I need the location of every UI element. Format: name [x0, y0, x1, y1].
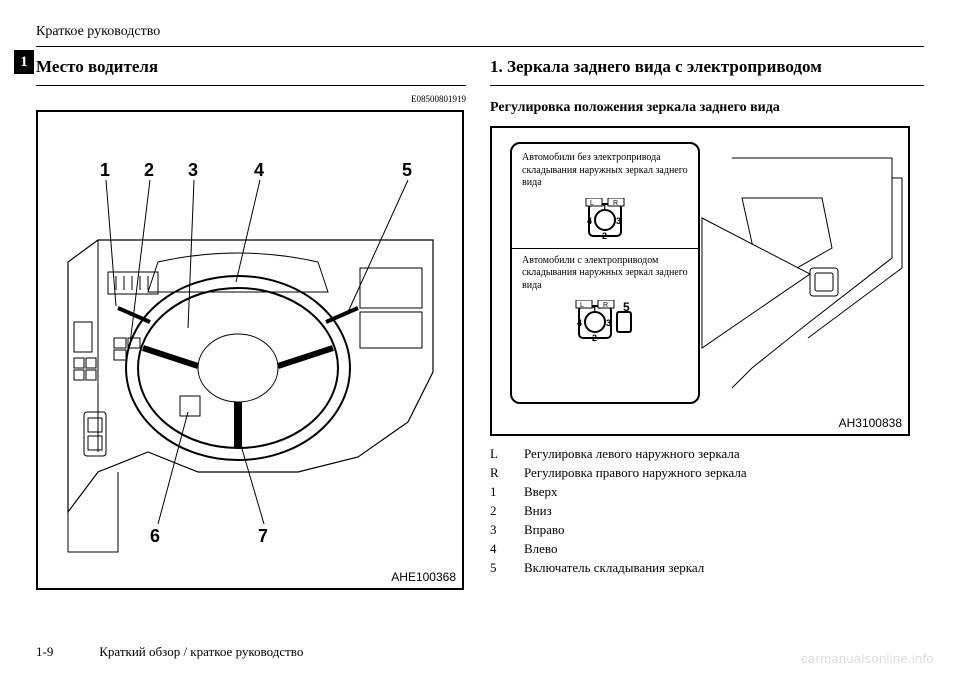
- content-columns: Место водителя E08500801919 1 2 3 4 5 6 …: [36, 57, 924, 590]
- legend-row: RРегулировка правого наружного зеркала: [490, 465, 924, 481]
- legend-val: Вправо: [524, 522, 564, 538]
- right-figure-code: AH3100838: [839, 416, 902, 430]
- knob1-down: 2: [602, 231, 607, 241]
- legend: LРегулировка левого наружного зеркала RР…: [490, 446, 924, 576]
- legend-row: 1Вверх: [490, 484, 924, 500]
- legend-key: 5: [490, 560, 524, 576]
- legend-val: Включатель складывания зеркал: [524, 560, 704, 576]
- right-column: 1. Зеркала заднего вида с электроприводо…: [490, 57, 924, 590]
- left-doc-code: E08500801919: [36, 94, 466, 104]
- legend-val: Влево: [524, 541, 557, 557]
- legend-key: 4: [490, 541, 524, 557]
- legend-row: 4Влево: [490, 541, 924, 557]
- mirror-control-figure: Автомобили без электропривода складывани…: [490, 126, 910, 436]
- svg-text:L: L: [590, 200, 594, 207]
- legend-row: 5Включатель складывания зеркал: [490, 560, 924, 576]
- footer: 1-9 Краткий обзор / краткое руководство: [36, 644, 303, 660]
- overlay-panel: Автомобили без электропривода складывани…: [510, 142, 700, 404]
- left-figure-code: AHE100368: [391, 570, 456, 584]
- chapter-tab: 1: [14, 50, 34, 74]
- overlay-text-1: Автомобили без электропривода складывани…: [522, 152, 688, 190]
- watermark: carmanualsonline.info: [801, 651, 934, 666]
- svg-text:2: 2: [592, 333, 597, 343]
- legend-key: 2: [490, 503, 524, 519]
- legend-val: Регулировка правого наружного зеркала: [524, 465, 747, 481]
- svg-text:4: 4: [577, 318, 582, 328]
- legend-val: Вверх: [524, 484, 558, 500]
- left-title: Место водителя: [36, 57, 466, 77]
- switch-knob-2: L R 1 2 3 4 5: [573, 300, 637, 344]
- knob1-up: 1: [602, 203, 607, 213]
- legend-key: R: [490, 465, 524, 481]
- right-heading-block: 1. Зеркала заднего вида с электроприводо…: [490, 57, 924, 86]
- page-number: 1-9: [36, 644, 96, 660]
- svg-text:R: R: [613, 200, 618, 207]
- legend-row: 3Вправо: [490, 522, 924, 538]
- svg-text:1: 1: [592, 305, 597, 315]
- legend-row: 2Вниз: [490, 503, 924, 519]
- running-header: Краткое руководство: [36, 24, 924, 47]
- driver-seat-figure: 1 2 3 4 5 6 7: [36, 110, 464, 590]
- legend-key: 3: [490, 522, 524, 538]
- svg-text:5: 5: [623, 300, 630, 314]
- right-title: 1. Зеркала заднего вида с электроприводо…: [490, 57, 924, 77]
- footer-text: Краткий обзор / краткое руководство: [99, 644, 303, 659]
- knob1-left: 4: [587, 216, 592, 226]
- svg-text:3: 3: [606, 318, 611, 328]
- driver-seat-svg: [38, 112, 462, 588]
- svg-text:L: L: [580, 302, 584, 309]
- legend-val: Вниз: [524, 503, 552, 519]
- legend-row: LРегулировка левого наружного зеркала: [490, 446, 924, 462]
- left-heading-block: Место водителя: [36, 57, 466, 86]
- legend-key: 1: [490, 484, 524, 500]
- legend-val: Регулировка левого наружного зеркала: [524, 446, 740, 462]
- left-column: Место водителя E08500801919 1 2 3 4 5 6 …: [36, 57, 466, 590]
- right-subheading: Регулировка положения зеркала заднего ви…: [490, 100, 924, 116]
- overlay-text-2: Автомобили с электроприводом складывания…: [522, 255, 688, 293]
- switch-knob-1: L R 1 2 3 4: [583, 198, 627, 242]
- svg-text:R: R: [603, 302, 608, 309]
- knob1-right: 3: [616, 216, 621, 226]
- legend-key: L: [490, 446, 524, 462]
